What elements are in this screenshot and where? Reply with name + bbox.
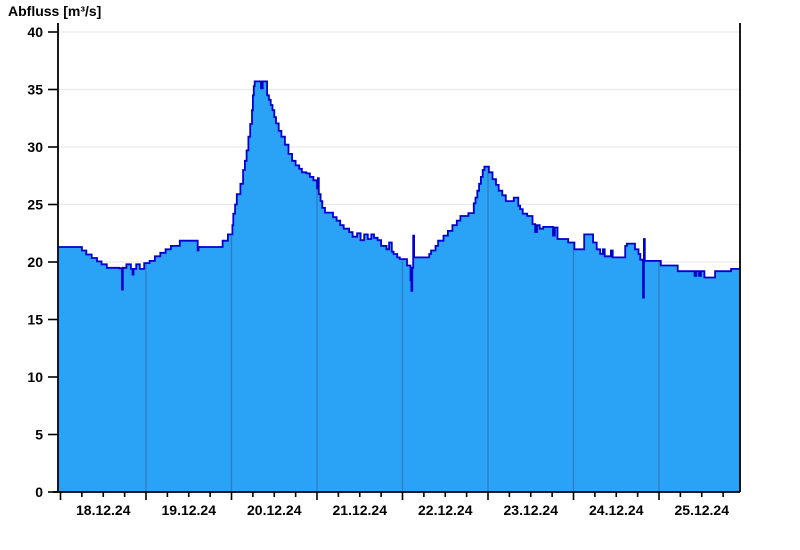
x-ticks	[59, 492, 724, 500]
x-day-label: 24.12.24	[589, 502, 644, 518]
y-tick-label: 10	[27, 369, 43, 385]
y-tick-label: 35	[27, 82, 43, 98]
y-tick-label: 0	[35, 484, 43, 500]
y-tick-label: 15	[27, 312, 43, 328]
x-tick-labels: 18.12.24 19.12.24 20.12.24 21.12.24 22.12.24…	[76, 502, 729, 518]
x-day-label: 23.12.24	[504, 502, 559, 518]
y-tick-label: 25	[27, 197, 43, 213]
x-day-label: 20.12.24	[247, 502, 302, 518]
y-ticks	[48, 31, 58, 493]
y-tick-label: 40	[27, 24, 43, 40]
chart-title: Abfluss [m³/s]	[8, 3, 102, 19]
x-day-label: 21.12.24	[333, 502, 388, 518]
y-tick-labels: 0 5 10 15 20 25 30 35 40	[27, 24, 43, 500]
x-day-label: 18.12.24	[76, 502, 131, 518]
x-day-label: 25.12.24	[675, 502, 730, 518]
discharge-line	[58, 80, 740, 299]
discharge-area	[58, 81, 740, 493]
x-day-label: 22.12.24	[418, 502, 473, 518]
y-tick-label: 30	[27, 139, 43, 155]
y-tick-label: 20	[27, 254, 43, 270]
x-day-label: 19.12.24	[162, 502, 217, 518]
y-tick-label: 5	[35, 427, 43, 443]
